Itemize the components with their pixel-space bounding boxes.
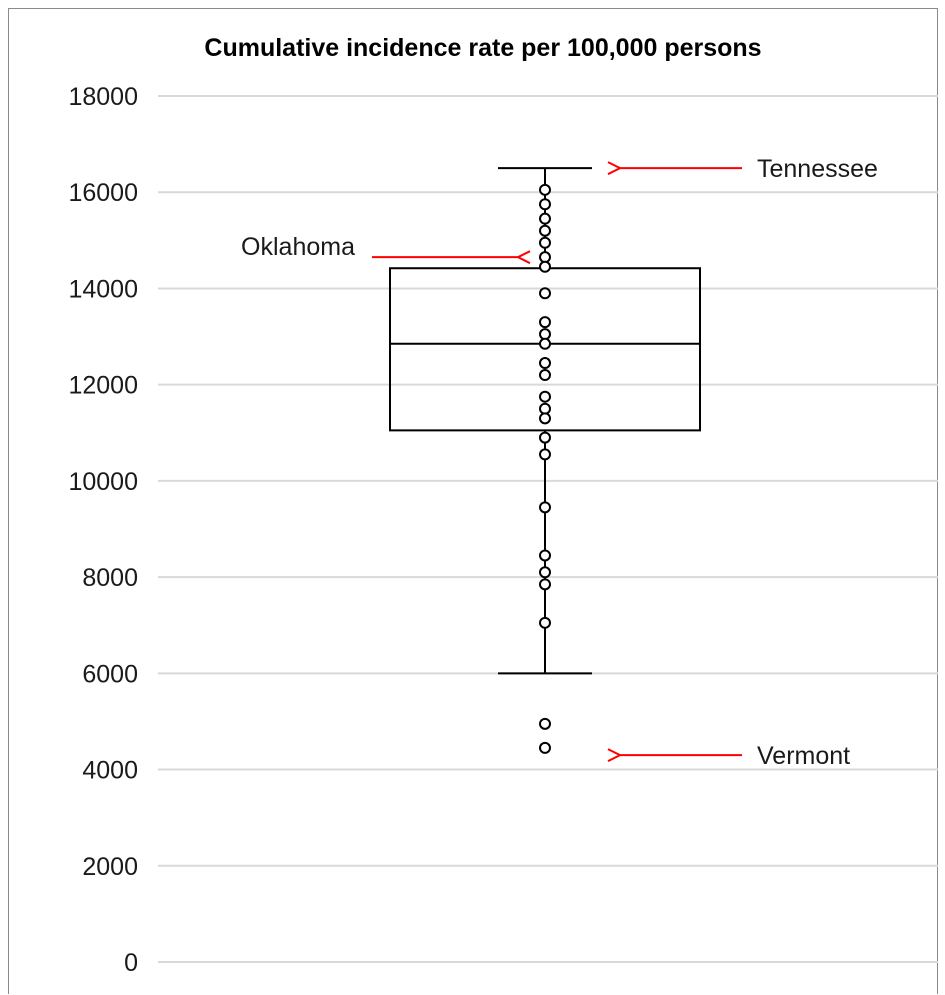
y-tick-label: 12000	[68, 372, 138, 400]
chart-frame	[8, 8, 938, 994]
y-tick-label: 14000	[68, 275, 138, 303]
y-tick-label: 0	[124, 949, 138, 977]
annotation-label: Tennessee	[757, 155, 878, 183]
annotation-label: Vermont	[757, 742, 850, 770]
data-point	[539, 390, 551, 403]
data-point	[539, 717, 551, 730]
data-point	[539, 287, 551, 300]
data-point	[539, 198, 551, 211]
y-tick-label: 18000	[68, 83, 138, 111]
data-point	[539, 316, 551, 329]
y-tick-label: 6000	[82, 660, 138, 688]
data-point	[539, 212, 551, 225]
y-tick-label: 8000	[82, 564, 138, 592]
data-point	[539, 431, 551, 444]
data-points	[539, 183, 551, 754]
data-point	[539, 412, 551, 425]
data-point	[539, 357, 551, 370]
y-axis-ticks: 0 2000 4000 6000 8000 10000 12000 14000 16000 180…	[68, 83, 138, 977]
data-point	[539, 448, 551, 461]
annotation-label: Oklahoma	[241, 233, 355, 261]
y-tick-label: 10000	[68, 468, 138, 496]
data-point	[539, 578, 551, 591]
data-point	[539, 328, 551, 341]
chart-title: Cumulative incidence rate per 100,000 pe…	[204, 34, 761, 62]
data-point	[539, 616, 551, 629]
y-tick-label: 16000	[68, 179, 138, 207]
data-point	[539, 501, 551, 514]
data-point	[539, 260, 551, 273]
data-point	[539, 236, 551, 249]
data-point	[539, 183, 551, 196]
data-point	[539, 549, 551, 562]
y-tick-label: 2000	[82, 853, 138, 881]
annotations: Tennessee Oklahoma Vermont	[241, 155, 878, 770]
data-point	[539, 337, 551, 350]
data-point	[539, 566, 551, 579]
data-point	[539, 224, 551, 237]
data-point	[539, 369, 551, 382]
data-point	[539, 251, 551, 264]
y-tick-label: 4000	[82, 757, 138, 785]
data-point	[539, 402, 551, 415]
data-point	[539, 741, 551, 754]
